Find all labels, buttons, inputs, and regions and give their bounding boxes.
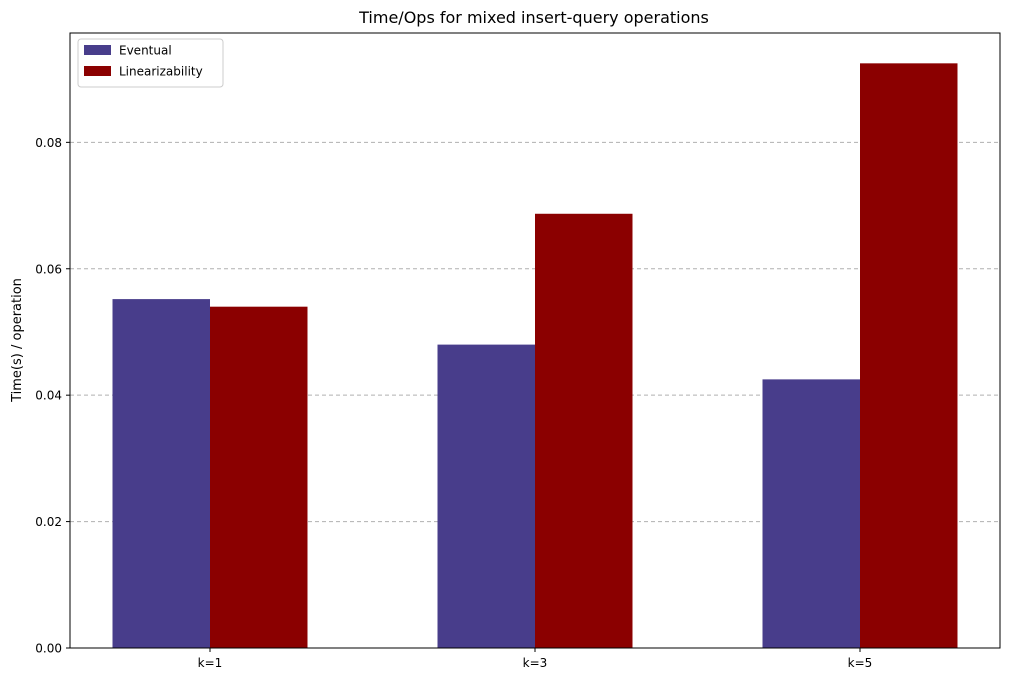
axes: 0.00 0.02 0.04 0.06 0.08 k=1 k=3 k=5 (35, 32, 1001, 670)
legend-box (77, 38, 224, 88)
y-tick-label: 0.02 (35, 515, 62, 529)
x-tick-label: k=1 (198, 656, 223, 670)
legend: Eventual Linearizability (77, 38, 224, 88)
y-tick-label: 0.04 (35, 389, 62, 403)
bar-linearizability-k5 (860, 63, 958, 648)
legend-label-linearizability: Linearizability (119, 65, 203, 79)
x-tick-label: k=5 (848, 656, 873, 670)
chart-title: Time/Ops for mixed insert-query operatio… (358, 8, 709, 27)
x-tick-label: k=3 (523, 656, 548, 670)
bar-eventual-k1 (112, 299, 210, 648)
bars (112, 63, 958, 648)
y-tick-label: 0.00 (35, 642, 62, 656)
bar-eventual-k3 (437, 344, 535, 648)
legend-swatch-eventual (84, 45, 111, 55)
bar-linearizability-k3 (535, 213, 633, 648)
y-tick-label: 0.08 (35, 136, 62, 150)
bar-eventual-k5 (762, 379, 860, 648)
bar-linearizability-k1 (210, 306, 308, 648)
y-tick-label: 0.06 (35, 262, 62, 276)
legend-swatch-linearizability (84, 66, 111, 76)
y-axis-label: Time(s) / operation (10, 278, 25, 403)
legend-label-eventual: Eventual (119, 44, 172, 58)
